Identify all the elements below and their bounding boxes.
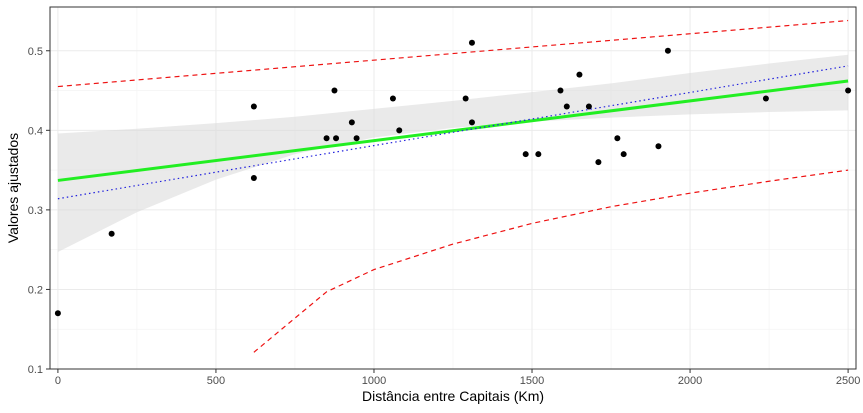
data-point [396, 127, 403, 134]
data-point [585, 103, 592, 110]
data-point [353, 135, 360, 142]
confidence-band [57, 54, 849, 253]
data-point [250, 175, 257, 182]
data-point [845, 87, 852, 94]
dotted-line [57, 65, 849, 200]
fitted-line [57, 79, 849, 182]
x-tick-label: 500 [207, 375, 225, 387]
data-point [468, 39, 475, 46]
x-tick-label: 1500 [520, 375, 544, 387]
x-tick-label: 2000 [678, 375, 702, 387]
data-point [664, 47, 671, 54]
data-point [331, 87, 338, 94]
confidence-band-area [57, 54, 849, 253]
y-tick-label: 0.4 [28, 125, 43, 137]
data-point [522, 151, 529, 158]
y-tick-label: 0.1 [28, 364, 43, 376]
data-point [462, 95, 469, 102]
x-tick-label: 1000 [362, 375, 386, 387]
data-point [576, 71, 583, 78]
data-point [389, 95, 396, 102]
data-point [655, 143, 662, 150]
data-point [762, 95, 769, 102]
x-axis-title: Distância entre Capitais (Km) [362, 388, 544, 404]
data-point [348, 119, 355, 126]
data-point [620, 151, 627, 158]
y-tick-label: 0.2 [28, 284, 43, 296]
panel-border [49, 6, 857, 370]
data-point [557, 87, 564, 94]
data-point [323, 135, 330, 142]
y-tick-label: 0.5 [28, 46, 43, 58]
data-point [595, 159, 602, 166]
series-lines [57, 19, 849, 353]
y-axis-title: Valores ajustados [5, 133, 21, 243]
data-point [614, 135, 621, 142]
data-point [54, 310, 61, 317]
data-point [250, 103, 257, 110]
data-point [468, 119, 475, 126]
x-tick-label: 0 [55, 375, 61, 387]
dashed-line [253, 169, 849, 353]
x-axis-ticks: 0 500 1000 1500 2000 2500 [55, 369, 860, 387]
dashed-line [57, 19, 849, 88]
data-point [108, 230, 115, 237]
data-point [563, 103, 570, 110]
data-point [535, 151, 542, 158]
y-tick-label: 0.3 [28, 205, 43, 217]
data-points [54, 39, 852, 317]
data-point [333, 135, 340, 142]
x-tick-label: 2500 [836, 375, 860, 387]
y-axis-ticks: 0.1 0.2 0.3 0.4 0.5 [28, 46, 50, 376]
